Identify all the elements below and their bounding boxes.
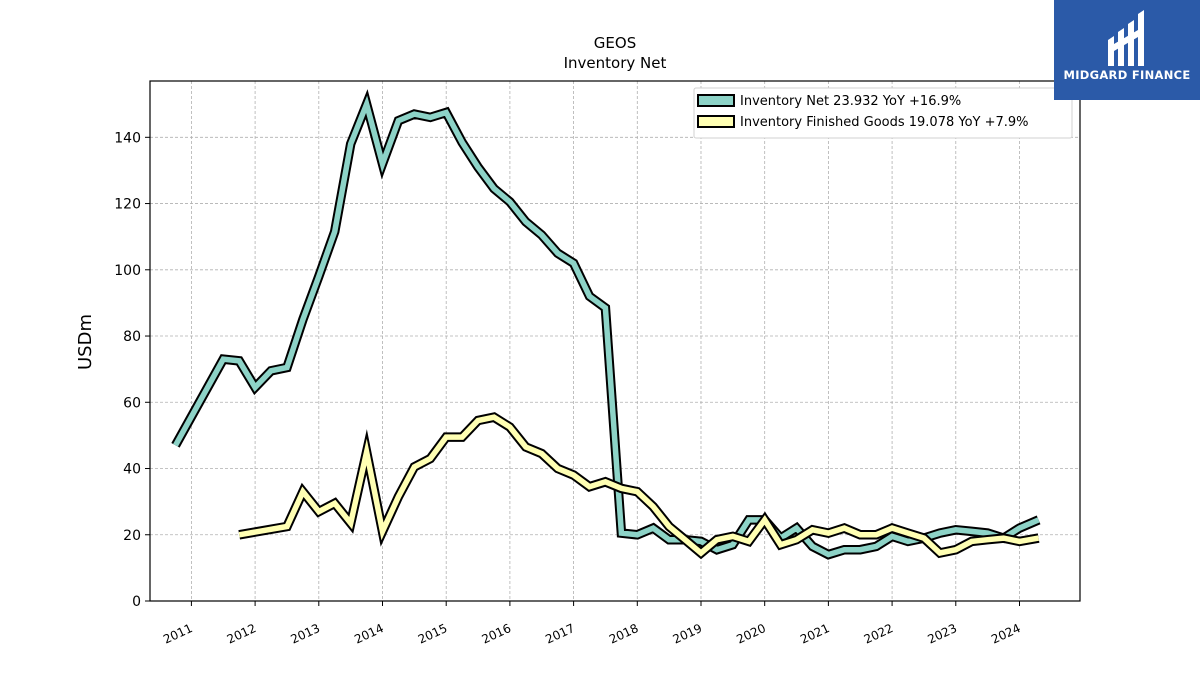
- x-tick-label: 2011: [161, 621, 195, 647]
- legend: Inventory Net 23.932 YoY +16.9% Inventory…: [693, 87, 1073, 139]
- legend-swatch-1: [697, 115, 735, 128]
- logo-mark-icon: [1108, 10, 1144, 66]
- y-tick-label: 0: [132, 594, 141, 610]
- x-tick-label: 2018: [607, 621, 641, 647]
- y-axis-label: USDm: [75, 314, 96, 370]
- x-tick-label: 2021: [798, 621, 832, 647]
- legend-swatch-0: [697, 94, 735, 107]
- x-tick-label: 2020: [734, 621, 768, 647]
- brand-logo: MIDGARD FINANCE: [1054, 0, 1200, 100]
- series-line-1: [238, 414, 1040, 557]
- x-tick-label: 2017: [543, 621, 577, 647]
- chart-title: GEOS: [594, 34, 636, 52]
- x-tick-label: 2016: [480, 621, 514, 647]
- x-tick-label: 2014: [352, 621, 386, 647]
- legend-box: [693, 87, 1073, 139]
- axes: 0 20 40 60 80 100 120 140 2011 2012 2013 2014 2015 20…: [114, 80, 1081, 647]
- x-tick-label: 2015: [416, 621, 450, 647]
- legend-label-1: Inventory Finished Goods 19.078 YoY +7.9…: [740, 115, 1029, 130]
- x-tick-label: 2012: [225, 621, 259, 647]
- y-tick-label: 120: [114, 197, 141, 213]
- plot-frame: [149, 80, 1081, 602]
- x-tick-label: 2019: [671, 621, 705, 647]
- logo-text: MIDGARD FINANCE: [1063, 68, 1191, 82]
- y-tick-label: 100: [114, 263, 141, 279]
- y-tick-label: 80: [123, 329, 141, 345]
- chart-subtitle: Inventory Net: [564, 54, 667, 72]
- y-tick-label: 60: [123, 395, 141, 411]
- x-tick-label: 2013: [288, 621, 322, 647]
- y-tick-label: 140: [114, 130, 141, 146]
- legend-label-0: Inventory Net 23.932 YoY +16.9%: [740, 94, 961, 109]
- x-tick-label: 2022: [862, 621, 896, 647]
- y-tick-label: 20: [123, 528, 141, 544]
- x-tick-label: 2023: [925, 621, 959, 647]
- y-tick-label: 40: [123, 462, 141, 478]
- series-line-0: [173, 95, 1040, 558]
- x-tick-label: 2024: [989, 621, 1023, 647]
- series-layer: [171, 89, 1041, 560]
